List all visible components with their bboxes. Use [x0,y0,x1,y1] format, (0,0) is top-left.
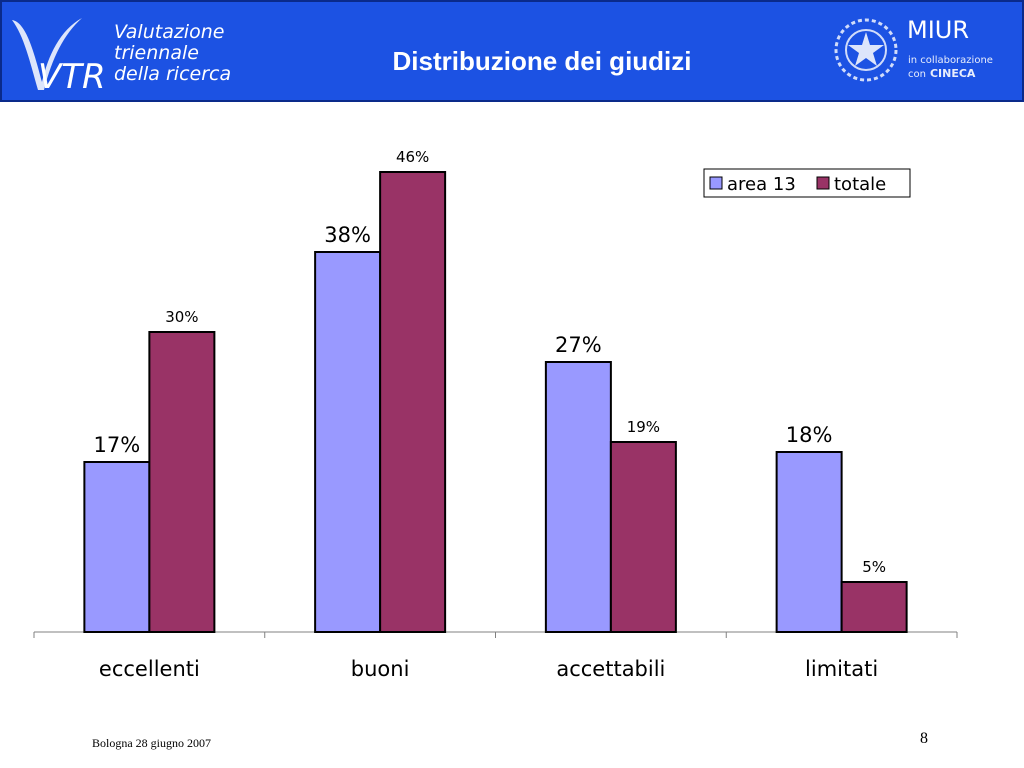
logo-line-2: triennale [114,42,199,64]
bar-totale [840,581,908,633]
bar-chart: 17% 30% eccellenti 38% 46% buoni 27% 19% accetta… [33,148,958,681]
x-tick-label: accettabili [556,657,665,681]
bar-area13 [83,461,151,633]
bar-area13 [314,251,382,633]
data-label: 38% [324,223,371,247]
collaboration-text: in collaborazione con CINECA [908,54,993,81]
logo-line-3: della ricerca [114,63,232,85]
cineca-label: CINECA [929,67,976,80]
collab-line-2: con [908,69,926,80]
bar-totale [148,331,216,633]
data-label: 27% [555,333,602,357]
logo-text: Valutazione triennale della ricerca [114,22,231,85]
bar-area13 [544,361,612,633]
legend-swatch [709,176,723,190]
x-tick-label: limitati [805,657,878,681]
page-title: Distribuzione dei giudizi [392,46,692,76]
miur-label: MIUR [907,16,970,44]
x-tick-label: buoni [351,657,410,681]
vtr-logo-icon: VTR [12,18,104,94]
legend-label: area 13 [727,174,796,195]
data-label: 30% [165,308,198,326]
bar-totale [609,441,677,633]
footer-date: Bologna 28 giugno 2007 [92,736,211,750]
header-banner: VTR Valutazione triennale della ricerca … [0,0,1024,102]
bar-area13 [775,451,843,633]
data-label: 46% [396,148,429,166]
data-label: 18% [786,423,833,447]
page-number: 8 [920,730,928,747]
x-tick-label: eccellenti [99,657,200,681]
data-label: 17% [94,433,141,457]
legend-box [703,168,911,198]
bar-totale [379,171,447,633]
data-label: 19% [627,418,660,436]
data-label: 5% [862,558,886,576]
legend-label: totale [834,174,886,195]
italian-republic-emblem-icon [834,18,898,82]
collab-line-1: in collaborazione [908,55,993,66]
svg-text:VTR: VTR [38,57,104,94]
logo-line-1: Valutazione [114,21,225,43]
legend-swatch [816,176,830,190]
